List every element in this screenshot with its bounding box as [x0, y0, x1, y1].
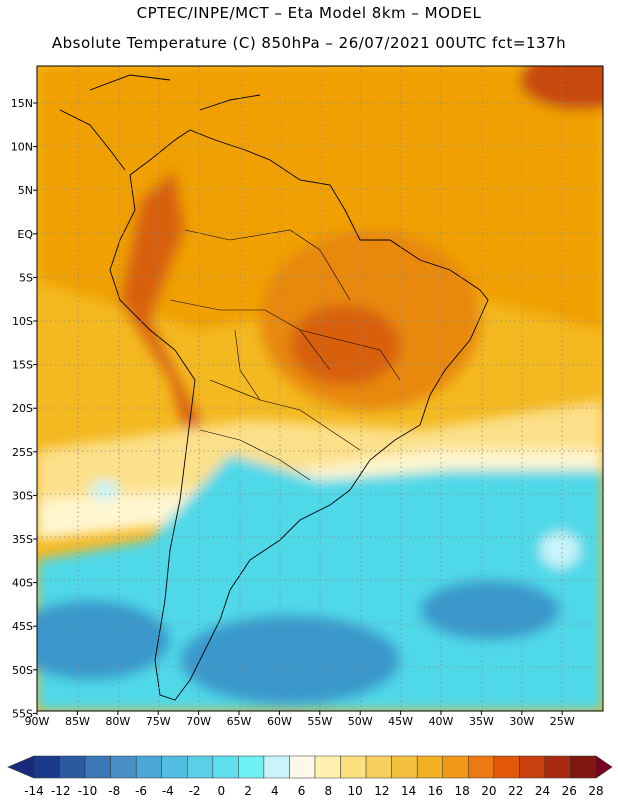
lon-label: 25W — [550, 715, 575, 728]
colorbar-tick-label: 2 — [244, 784, 252, 798]
lat-label: 5N — [18, 184, 33, 197]
lon-label: 60W — [267, 715, 292, 728]
colorbar-tick-label: 4 — [271, 784, 279, 798]
colorbar-tick-label: 20 — [481, 784, 496, 798]
colorbar-tick-label: 24 — [535, 784, 550, 798]
colorbar-swatch — [519, 755, 546, 779]
lat-label: 25S — [12, 446, 33, 459]
colorbar-swatch — [289, 755, 316, 779]
colorbar-tick-label: 14 — [401, 784, 416, 798]
colorbar-swatch — [238, 755, 265, 779]
lat-label: 5S — [19, 271, 33, 284]
lon-label: 90W — [25, 715, 50, 728]
lon-label: 45W — [388, 715, 413, 728]
colorbar-swatch — [212, 755, 239, 779]
lat-label: 20S — [12, 402, 33, 415]
lon-label: 30W — [509, 715, 534, 728]
colorbar-tick-label: 10 — [348, 784, 363, 798]
colorbar-tick-label: 8 — [325, 784, 333, 798]
colorbar-tick-label: -12 — [51, 784, 71, 798]
lat-label: 50S — [12, 664, 33, 677]
colorbar-swatch — [493, 755, 520, 779]
colorbar-tick-label: 18 — [455, 784, 470, 798]
lat-label: 35S — [12, 533, 33, 546]
region-south-cold — [37, 455, 603, 711]
colorbar-swatch — [187, 755, 214, 779]
coastlines — [59, 74, 489, 701]
lon-label: 50W — [348, 715, 373, 728]
region-deep-cold — [37, 600, 170, 680]
lat-label: EQ — [17, 228, 33, 241]
colorbar-swatch — [442, 755, 469, 779]
colorbar-swatch — [416, 755, 443, 779]
colorbar-swatch — [135, 755, 162, 779]
colorbar-swatch — [33, 755, 60, 779]
lat-label: 10S — [12, 315, 33, 328]
temperature-field — [37, 66, 603, 711]
colorbar-swatch — [59, 755, 86, 779]
colorbar-high-cap — [595, 755, 613, 779]
colorbar-swatch — [468, 755, 495, 779]
colorbar-tick-label: -2 — [189, 784, 201, 798]
colorbar-swatch — [340, 755, 367, 779]
lon-label: 75W — [146, 715, 171, 728]
colorbar: -14 -12 -10 -8 -6 -4 -2 0 2 4 6 8 10 12 14 16 18 20 22 24 26… — [7, 755, 613, 798]
colorbar-tick-label: 26 — [562, 784, 577, 798]
lat-label: 40S — [12, 577, 33, 590]
colorbar-tick-label: 16 — [428, 784, 443, 798]
colorbar-tick-label: 12 — [374, 784, 389, 798]
lon-label: 40W — [429, 715, 454, 728]
region-central-heat — [290, 305, 400, 385]
colorbar-tick-label: 6 — [298, 784, 306, 798]
colorbar-tick-label: -8 — [108, 784, 120, 798]
region-andes-warm — [120, 170, 215, 470]
colorbar-tick-label: -14 — [24, 784, 44, 798]
colorbar-swatch — [110, 755, 137, 779]
colorbar-tick-label: -6 — [135, 784, 147, 798]
region-subtropic-yellow — [37, 400, 603, 520]
lat-label: 30S — [12, 489, 33, 502]
colorbar-tick-label: 0 — [218, 784, 226, 798]
colorbar-low-cap — [7, 755, 35, 779]
colorbar-swatch — [391, 755, 418, 779]
colorbar-swatch — [570, 755, 597, 779]
colorbar-swatch — [365, 755, 392, 779]
country-borders — [169, 229, 401, 481]
lon-label: 70W — [186, 715, 211, 728]
colorbar-swatch — [161, 755, 188, 779]
lat-label: 10N — [11, 141, 33, 154]
colorbar-tick-label: 22 — [508, 784, 523, 798]
colorbar-tick-label: 28 — [588, 784, 603, 798]
colorbar-tick-label: -10 — [78, 784, 98, 798]
colorbar-swatch — [314, 755, 341, 779]
lon-label: 65W — [227, 715, 252, 728]
colorbar-swatch — [544, 755, 571, 779]
region-atlantic-nw-hot — [520, 66, 603, 110]
colorbar-swatch — [263, 755, 290, 779]
colorbar-tick-label: -4 — [162, 784, 174, 798]
lat-label: 45S — [12, 620, 33, 633]
latitude-labels: 15N 10N 5N EQ 5S 10S 15S 20S 25S 30S 35S 40S 45S 50S 5… — [11, 97, 37, 720]
lat-label: 55S — [12, 707, 33, 720]
chart-subtitle: Absolute Temperature (C) 850hPa – 26/07/… — [51, 34, 567, 52]
lon-label: 55W — [307, 715, 332, 728]
longitude-labels: 90W 85W 80W 75W 70W 65W 60W 55W 50W 45W 40W 35W 30W 2… — [25, 711, 575, 728]
lon-label: 80W — [105, 715, 130, 728]
lon-label: 35W — [469, 715, 494, 728]
lat-label: 15N — [11, 97, 33, 110]
chart-title: CPTEC/INPE/MCT – Eta Model 8km – MODEL — [136, 4, 482, 22]
lat-label: 15S — [12, 359, 33, 372]
colorbar-swatch — [84, 755, 111, 779]
lon-label: 85W — [65, 715, 90, 728]
